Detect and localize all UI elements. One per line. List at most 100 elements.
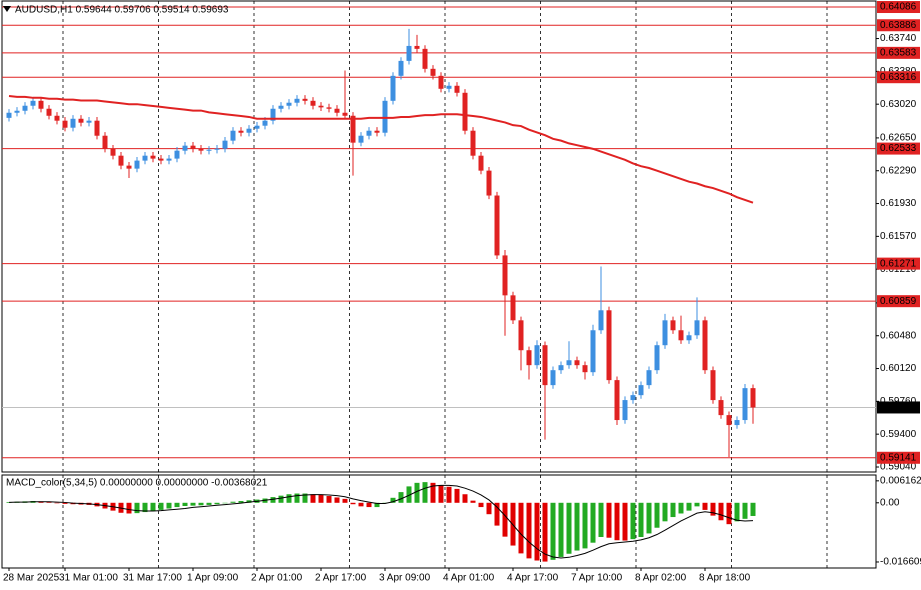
macd-bar (318, 494, 324, 503)
macd-bar (454, 488, 460, 503)
candle-body (262, 120, 268, 126)
candle-body (246, 128, 252, 133)
candle-body (486, 170, 492, 196)
y-tick-label: 0.60480 (880, 330, 917, 341)
macd-bar (142, 502, 148, 513)
y2-tick-label: 0.0061625 (880, 475, 921, 486)
candle-body (182, 145, 188, 151)
macd-bar (246, 500, 252, 503)
candle-body (46, 108, 52, 116)
macd-bar (502, 502, 508, 537)
candle-body (342, 112, 348, 116)
candle-body (430, 68, 436, 76)
macd-bar (678, 502, 684, 514)
level-label-bg (877, 1, 920, 14)
macd-signal (8, 484, 754, 559)
candle-body (606, 310, 612, 381)
candle-body (70, 118, 76, 128)
candle-body (590, 330, 596, 373)
candle-body (734, 420, 740, 426)
macd-bar (62, 502, 68, 504)
chart-title: AUDUSD,H1 0.59644 0.59706 0.59514 0.5969… (15, 5, 229, 16)
macd-bar (358, 502, 364, 507)
macd-bar (526, 502, 532, 559)
candle-body (534, 345, 540, 366)
y-tick-label: 0.62290 (880, 165, 917, 176)
candle-body (286, 102, 292, 106)
candle-body (718, 400, 724, 416)
candle-body (254, 125, 260, 129)
candle-body (638, 385, 644, 396)
y2-tick-label: -0.0166093 (880, 557, 921, 568)
x-tick-label: 2 Apr 17:00 (315, 573, 367, 584)
macd-bar (614, 502, 620, 541)
candle-body (206, 149, 212, 151)
macd-bar (710, 502, 716, 516)
candle-body (750, 388, 756, 408)
macd-bar (326, 496, 332, 503)
macd-bar (150, 502, 156, 511)
candle-body (222, 140, 228, 149)
candle-body (398, 60, 404, 76)
candle-body (38, 100, 44, 109)
candle-body (566, 360, 572, 366)
candle-body (462, 92, 468, 131)
candle-body (438, 75, 444, 89)
macd-bar (366, 502, 372, 508)
candle-body (278, 105, 284, 109)
macd-bar (230, 501, 236, 503)
candle-body (62, 120, 68, 128)
candle-body (366, 130, 372, 136)
candle-body (102, 135, 108, 149)
macd-bar (494, 502, 500, 526)
macd-bar (422, 482, 428, 503)
macd-bar (238, 501, 244, 503)
macd-bar (750, 502, 756, 516)
candle-body (390, 75, 396, 101)
macd-bar (542, 502, 548, 562)
macd-bar (390, 497, 396, 503)
macd-bar (598, 502, 604, 537)
level-label-bg (877, 19, 920, 32)
macd-bar (734, 502, 740, 522)
level-label: 0.60859 (880, 296, 917, 307)
candle-body (598, 310, 604, 331)
candle-body (726, 415, 732, 426)
macd-bar (462, 494, 468, 503)
level-label-bg (877, 71, 920, 84)
candle-body (742, 388, 748, 421)
y-tick-label: 0.63020 (880, 99, 917, 110)
candle-body (198, 148, 204, 151)
x-tick-label: 1 Apr 09:00 (187, 573, 239, 584)
macd-bar (166, 502, 172, 509)
candle-body (670, 320, 676, 331)
candle-body (710, 370, 716, 401)
macd-bar (174, 502, 180, 508)
y-tick-label: 0.59040 (880, 462, 917, 473)
candle-body (654, 345, 660, 371)
macd-bar (374, 502, 380, 508)
candle-body (6, 112, 12, 118)
candle-body (174, 150, 180, 159)
candle-body (374, 130, 380, 133)
level-label: 0.63583 (880, 48, 917, 59)
y-tick-label: 0.61930 (880, 198, 917, 209)
level-label-bg (877, 257, 920, 270)
candle-body (134, 160, 140, 169)
macd-bar (438, 484, 444, 503)
macd-bar (582, 502, 588, 549)
macd-bar (134, 502, 140, 514)
candle-body (326, 107, 332, 109)
macd-panel-frame (1, 474, 877, 569)
y-tick-label: 0.63740 (880, 33, 917, 44)
candle-body (142, 155, 148, 161)
candle-body (86, 120, 92, 123)
candle-body (454, 85, 460, 93)
macd-bar (414, 482, 420, 503)
macd-bar (350, 502, 356, 505)
x-tick-label: 3 Apr 09:00 (379, 573, 431, 584)
candle-body (542, 345, 548, 386)
macd-bar (190, 502, 196, 506)
macd-bar (694, 502, 700, 507)
